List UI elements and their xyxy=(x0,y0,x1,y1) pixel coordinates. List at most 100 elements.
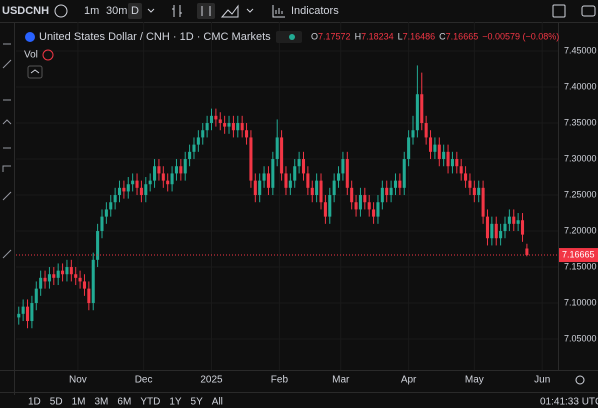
y-tick-label: 7.45000 xyxy=(564,45,597,55)
symbol[interactable]: USDCNH xyxy=(2,5,49,17)
range-button[interactable]: 6M xyxy=(117,397,131,408)
candle-body xyxy=(402,159,406,188)
interval[interactable]: 1m xyxy=(84,5,99,17)
candle-body xyxy=(332,180,336,196)
collapse-legend-icon xyxy=(30,69,40,74)
ohlc-key: C xyxy=(439,31,446,41)
candles-icon[interactable] xyxy=(201,6,211,16)
plot xyxy=(16,22,558,370)
candle-body xyxy=(319,180,323,203)
candle-body xyxy=(494,223,498,239)
y-tick-label: 7.20000 xyxy=(564,225,597,235)
x-tick-label: Apr xyxy=(401,375,417,386)
candle-body xyxy=(472,187,476,196)
candle-body xyxy=(350,187,354,203)
range-button[interactable]: 5D xyxy=(50,397,63,408)
candle-body xyxy=(442,151,446,160)
candle-body xyxy=(30,303,34,322)
x-tick-label: Mar xyxy=(332,375,350,386)
candle-body xyxy=(188,151,192,160)
candle-body xyxy=(385,187,389,196)
x-tick-label: Dec xyxy=(135,375,153,386)
interval[interactable]: D xyxy=(131,5,139,17)
legend-toggle-dot xyxy=(289,34,295,40)
range-button[interactable]: 5Y xyxy=(191,397,204,408)
candle-body xyxy=(407,137,411,160)
candle-body xyxy=(516,220,520,224)
candle-body xyxy=(306,173,310,188)
y-tick-label: 7.15000 xyxy=(564,261,597,271)
bars-icon[interactable] xyxy=(172,5,182,17)
indicators-button[interactable]: Indicators xyxy=(291,5,339,17)
snapshot-icon[interactable] xyxy=(581,5,596,17)
candle-body xyxy=(363,195,367,203)
candle-body xyxy=(183,159,187,174)
range-button[interactable]: 1M xyxy=(72,397,86,408)
area-icon[interactable] xyxy=(220,4,239,18)
candle-body xyxy=(43,277,47,282)
candle-body xyxy=(485,216,490,239)
price-label-bg xyxy=(559,248,598,263)
candle-body xyxy=(499,231,503,239)
candle-body xyxy=(131,180,135,185)
candle-body xyxy=(201,130,205,138)
candle-body xyxy=(231,123,235,131)
candle-body xyxy=(341,159,345,174)
fullscreen-icon[interactable] xyxy=(552,4,566,18)
indicators-icon[interactable] xyxy=(272,5,285,18)
candle-body xyxy=(113,195,117,203)
collapse-legend[interactable] xyxy=(27,65,43,79)
candle-body xyxy=(507,216,511,224)
candle-body xyxy=(376,202,380,217)
candle-body xyxy=(174,166,178,174)
candle-body xyxy=(253,180,257,196)
candle-body xyxy=(490,223,494,239)
candles-icon-bg xyxy=(197,3,215,19)
candle-body xyxy=(87,288,91,304)
candle-body xyxy=(179,166,183,174)
candle-body xyxy=(455,159,459,167)
candle-body xyxy=(420,94,424,124)
candle-body xyxy=(358,195,362,210)
volume-warning-icon[interactable] xyxy=(42,49,54,61)
x-tick-label: Nov xyxy=(69,375,87,386)
candle-body xyxy=(354,202,358,210)
x-tick-label: Jun xyxy=(534,375,550,386)
candle-body xyxy=(328,195,332,217)
candle-body xyxy=(209,115,214,124)
candle-body xyxy=(503,223,507,232)
candle-body xyxy=(117,187,122,196)
ohlc-value: 7.18234 xyxy=(361,31,394,41)
candle-body xyxy=(446,151,450,167)
chart-type-menu-icon[interactable] xyxy=(246,8,254,13)
candle-body xyxy=(310,187,314,196)
interval[interactable]: 30m xyxy=(106,5,127,17)
settings-icon[interactable] xyxy=(575,375,585,385)
candle-body xyxy=(69,267,73,275)
range-button[interactable]: 1D xyxy=(28,397,41,408)
interval-active-bg xyxy=(128,3,142,19)
candle-body xyxy=(398,180,402,188)
drawing-tools[interactable] xyxy=(2,43,12,259)
range-button[interactable]: 3M xyxy=(95,397,109,408)
candle-body xyxy=(21,306,25,314)
candle-body xyxy=(218,119,222,124)
range-button[interactable]: 1Y xyxy=(169,397,182,408)
candle-body xyxy=(214,115,218,120)
candle-body xyxy=(293,166,297,181)
range-button[interactable]: All xyxy=(212,397,223,408)
candle-body xyxy=(196,137,200,145)
range-button[interactable]: YTD xyxy=(140,397,160,408)
candle-body xyxy=(96,231,100,260)
candle-body xyxy=(424,123,428,138)
candle-body xyxy=(433,144,437,152)
candle-body xyxy=(126,184,130,192)
candle-body xyxy=(139,187,143,196)
y-tick-label: 7.10000 xyxy=(564,297,597,307)
add-symbol-icon[interactable] xyxy=(54,4,68,18)
candle-body xyxy=(337,173,341,181)
candle-body xyxy=(52,274,56,278)
candle-body xyxy=(249,137,253,181)
interval-menu-icon[interactable] xyxy=(147,8,155,13)
